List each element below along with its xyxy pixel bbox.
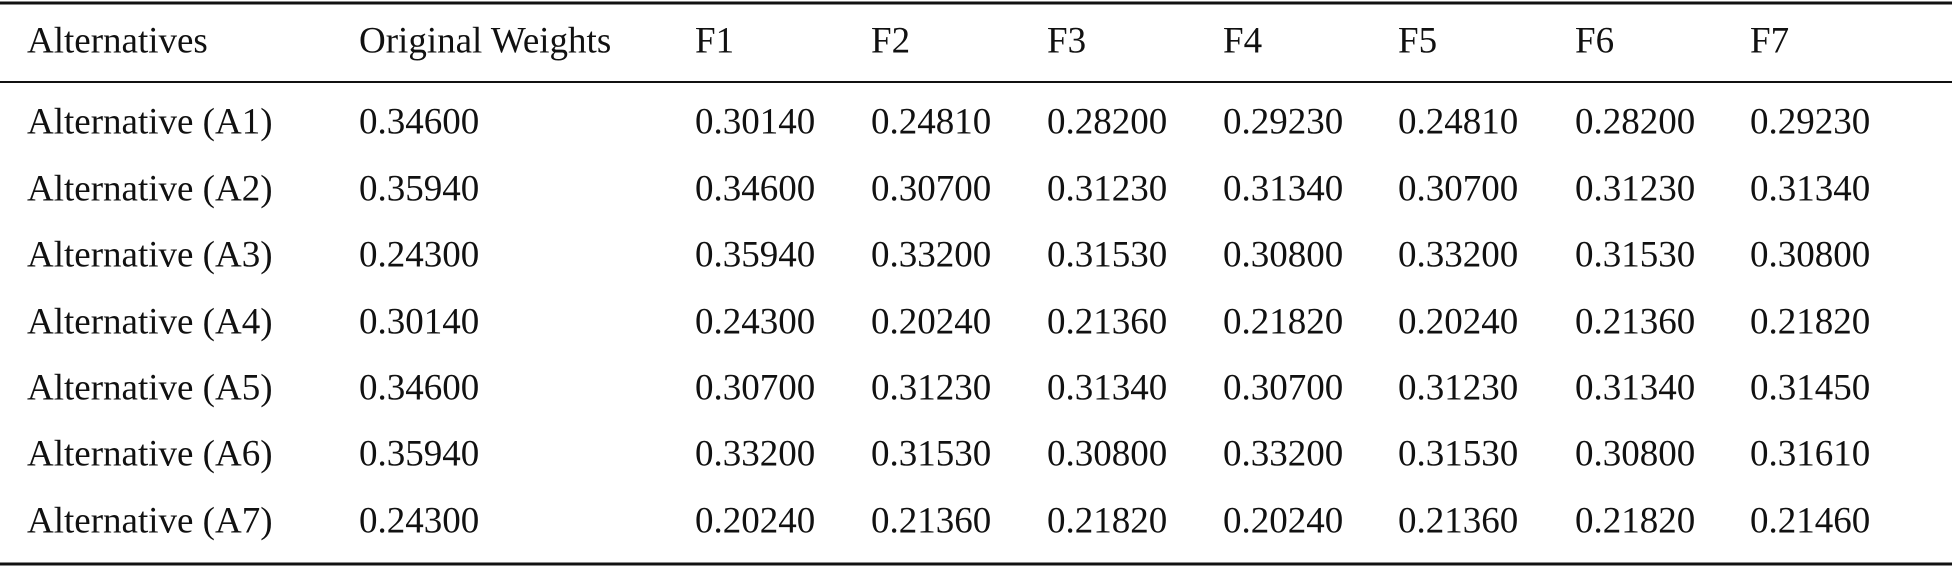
cell: 0.30800 <box>1223 234 1343 275</box>
row-label: Alternative (A3) <box>27 234 273 275</box>
cell: 0.28200 <box>1047 101 1167 142</box>
row-label: Alternative (A6) <box>27 433 273 474</box>
cell: 0.35940 <box>695 234 815 275</box>
row-label: Alternative (A7) <box>27 500 273 541</box>
cell: 0.21460 <box>1750 500 1870 541</box>
cell: 0.33200 <box>1223 433 1343 474</box>
cell: 0.24300 <box>695 301 815 342</box>
cell: 0.31530 <box>871 433 991 474</box>
cell: 0.21820 <box>1223 301 1343 342</box>
header-cell: Alternatives <box>27 20 208 61</box>
cell: 0.21820 <box>1047 500 1167 541</box>
header-cell: F5 <box>1398 20 1437 61</box>
cell: 0.21360 <box>871 500 991 541</box>
cell: 0.30800 <box>1575 433 1695 474</box>
cell: 0.31530 <box>1398 433 1518 474</box>
cell: 0.31340 <box>1047 367 1167 408</box>
header-cell: F6 <box>1575 20 1614 61</box>
cell: 0.31530 <box>1047 234 1167 275</box>
header-cell: F4 <box>1223 20 1262 61</box>
cell: 0.34600 <box>359 367 479 408</box>
cell: 0.30700 <box>1398 168 1518 209</box>
cell: 0.31450 <box>1750 367 1870 408</box>
header-cell: F3 <box>1047 20 1086 61</box>
cell: 0.33200 <box>1398 234 1518 275</box>
cell: 0.21360 <box>1575 301 1695 342</box>
cell: 0.33200 <box>695 433 815 474</box>
cell: 0.30700 <box>1223 367 1343 408</box>
cell: 0.31610 <box>1750 433 1870 474</box>
row-label: Alternative (A1) <box>27 101 273 142</box>
header-cell: F2 <box>871 20 910 61</box>
cell: 0.20240 <box>695 500 815 541</box>
header-cell: Original Weights <box>359 20 611 61</box>
cell: 0.30700 <box>871 168 991 209</box>
cell: 0.31340 <box>1575 367 1695 408</box>
cell: 0.31230 <box>1575 168 1695 209</box>
row-label: Alternative (A5) <box>27 367 273 408</box>
cell: 0.34600 <box>359 101 479 142</box>
cell: 0.21820 <box>1575 500 1695 541</box>
cell: 0.24810 <box>1398 101 1518 142</box>
cell: 0.21360 <box>1398 500 1518 541</box>
cell: 0.31230 <box>1398 367 1518 408</box>
row-label: Alternative (A2) <box>27 168 273 209</box>
cell: 0.30800 <box>1047 433 1167 474</box>
row-label: Alternative (A4) <box>27 301 273 342</box>
cell: 0.29230 <box>1223 101 1343 142</box>
cell: 0.31230 <box>871 367 991 408</box>
cell: 0.35940 <box>359 168 479 209</box>
cell: 0.30140 <box>359 301 479 342</box>
cell: 0.31340 <box>1750 168 1870 209</box>
cell: 0.33200 <box>871 234 991 275</box>
header-cell: F7 <box>1750 20 1789 61</box>
cell: 0.24810 <box>871 101 991 142</box>
header-cell: F1 <box>695 20 734 61</box>
cell: 0.29230 <box>1750 101 1870 142</box>
cell: 0.30140 <box>695 101 815 142</box>
cell: 0.21820 <box>1750 301 1870 342</box>
cell: 0.35940 <box>359 433 479 474</box>
cell: 0.30700 <box>695 367 815 408</box>
cell: 0.30800 <box>1750 234 1870 275</box>
cell: 0.20240 <box>1398 301 1518 342</box>
cell: 0.34600 <box>695 168 815 209</box>
cell: 0.31530 <box>1575 234 1695 275</box>
cell: 0.20240 <box>871 301 991 342</box>
cell: 0.24300 <box>359 500 479 541</box>
cell: 0.24300 <box>359 234 479 275</box>
cell: 0.31230 <box>1047 168 1167 209</box>
cell: 0.28200 <box>1575 101 1695 142</box>
cell: 0.21360 <box>1047 301 1167 342</box>
cell: 0.20240 <box>1223 500 1343 541</box>
cell: 0.31340 <box>1223 168 1343 209</box>
